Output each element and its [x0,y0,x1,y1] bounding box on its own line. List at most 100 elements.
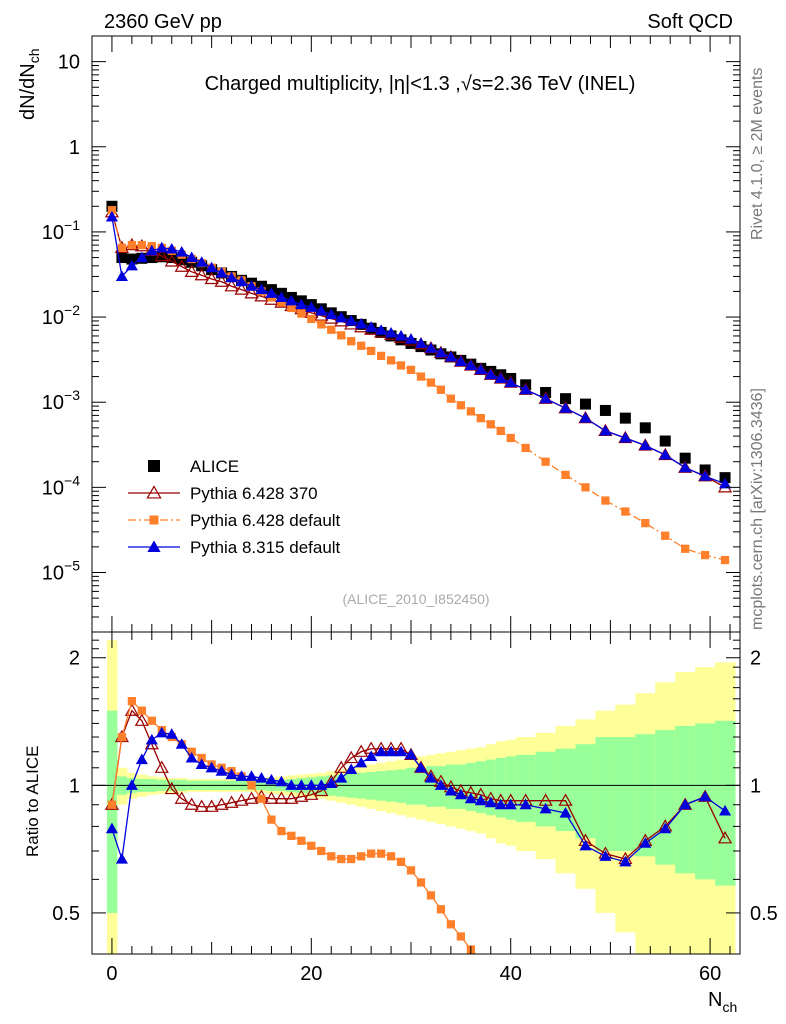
error-band-green [535,751,557,827]
data-point [295,298,308,310]
ratio-point [416,878,426,887]
y-tick-label: 10−4 [42,472,80,499]
data-point [519,383,532,395]
ratio-point [325,777,338,789]
data-point [155,241,168,253]
ratio-point [117,732,127,742]
main-title: Charged multiplicity, |η|<1.3 ,√s=2.36 T… [205,73,636,95]
data-point [521,443,530,453]
ratio-point [639,837,652,848]
data-point [184,264,199,277]
ratio-point [145,733,158,745]
ratio-point [424,772,438,783]
x-axis-label: Nch [708,989,737,1015]
ratio-point [345,763,358,774]
data-point [496,426,505,436]
mcplots-label: mcplots.cern.ch [arXiv:1306.3436] [749,388,766,630]
data-point [639,422,651,434]
error-band-green [515,754,537,822]
ratio-point [386,852,396,861]
data-point [337,331,346,340]
ratio-point [255,772,268,783]
legend: ALICE Pythia 6.428 370 Pythia 6.428 defaul… [128,457,341,557]
ratio-point [127,696,137,706]
data-point [406,365,416,374]
data-point [699,470,712,481]
ratio-point [305,779,318,790]
y-tick-label: 10 [58,52,80,74]
data-point [135,251,148,263]
data-point [661,531,670,540]
data-point [560,393,572,405]
ratio-point [464,792,477,804]
error-band-green [505,756,517,820]
data-point [504,376,517,388]
ratio-y-ticks: 0.5 0.5 1 1 2 2 [52,639,778,955]
data-point [416,372,426,381]
data-point [327,325,336,334]
data-point [414,337,428,348]
error-band-green [475,761,487,814]
ratio-point [559,807,572,818]
ratio-bands [92,640,740,954]
ratio-point [225,768,238,780]
data-point [579,412,592,423]
ratio-point [317,846,326,856]
y-tick-label-base: 10 [42,562,64,584]
data-point [325,308,338,320]
error-band-green [366,772,377,800]
ratio-point [539,802,552,814]
ratio-point [277,826,286,836]
ratio-point [105,822,118,834]
data-point [561,470,570,480]
ratio-point [385,745,398,757]
ratio-point [477,955,485,963]
ratio-point [295,779,308,790]
data-point [265,287,278,298]
data-point [117,243,127,252]
ratio-point [519,798,532,810]
y-tick-label-exp: −4 [64,472,80,488]
ratio-point [337,854,346,864]
data-point [444,350,457,362]
legend-marker [147,540,161,552]
data-point [394,329,408,341]
ratio-point [247,781,256,790]
data-point [559,402,572,413]
error-band-green [495,758,507,818]
y-tick-label-exp: −5 [64,557,80,573]
ratio-point [205,761,218,773]
ratio-point [107,800,117,809]
data-point [234,282,249,295]
data-point [446,394,456,403]
data-point [719,472,731,484]
ratio-frame [91,631,741,955]
data-point [174,259,189,272]
ratio-point [367,849,376,858]
ratio-panel: 0.5 0.5 1 1 2 2 0 20 40 60 Ratio to ALICE Nch [23,631,778,1015]
data-point [375,324,388,335]
ratio-point [579,839,592,851]
header-right: Soft QCD [647,11,733,33]
ratio-point [284,791,299,804]
ratio-point [327,852,336,861]
legend-label: Pythia 8.315 default [190,538,341,557]
data-point [317,320,326,329]
header-left: 2360 GeV pp [104,11,222,33]
y-tick-label-exp: −2 [64,302,80,318]
data-point [679,461,692,473]
y-tick-label-base: 10 [42,222,64,244]
ratio-point [135,753,148,765]
data-point [476,414,485,423]
ratio-point [197,753,206,763]
ratio-point [267,815,276,824]
data-point [355,317,368,329]
data-point [277,298,286,307]
ratio-point [274,791,289,804]
error-band-green [406,767,417,805]
data-point [345,314,358,326]
error-band-green [595,737,616,851]
ratio-point [357,852,366,861]
data-point [436,385,446,394]
data-point [127,240,137,250]
